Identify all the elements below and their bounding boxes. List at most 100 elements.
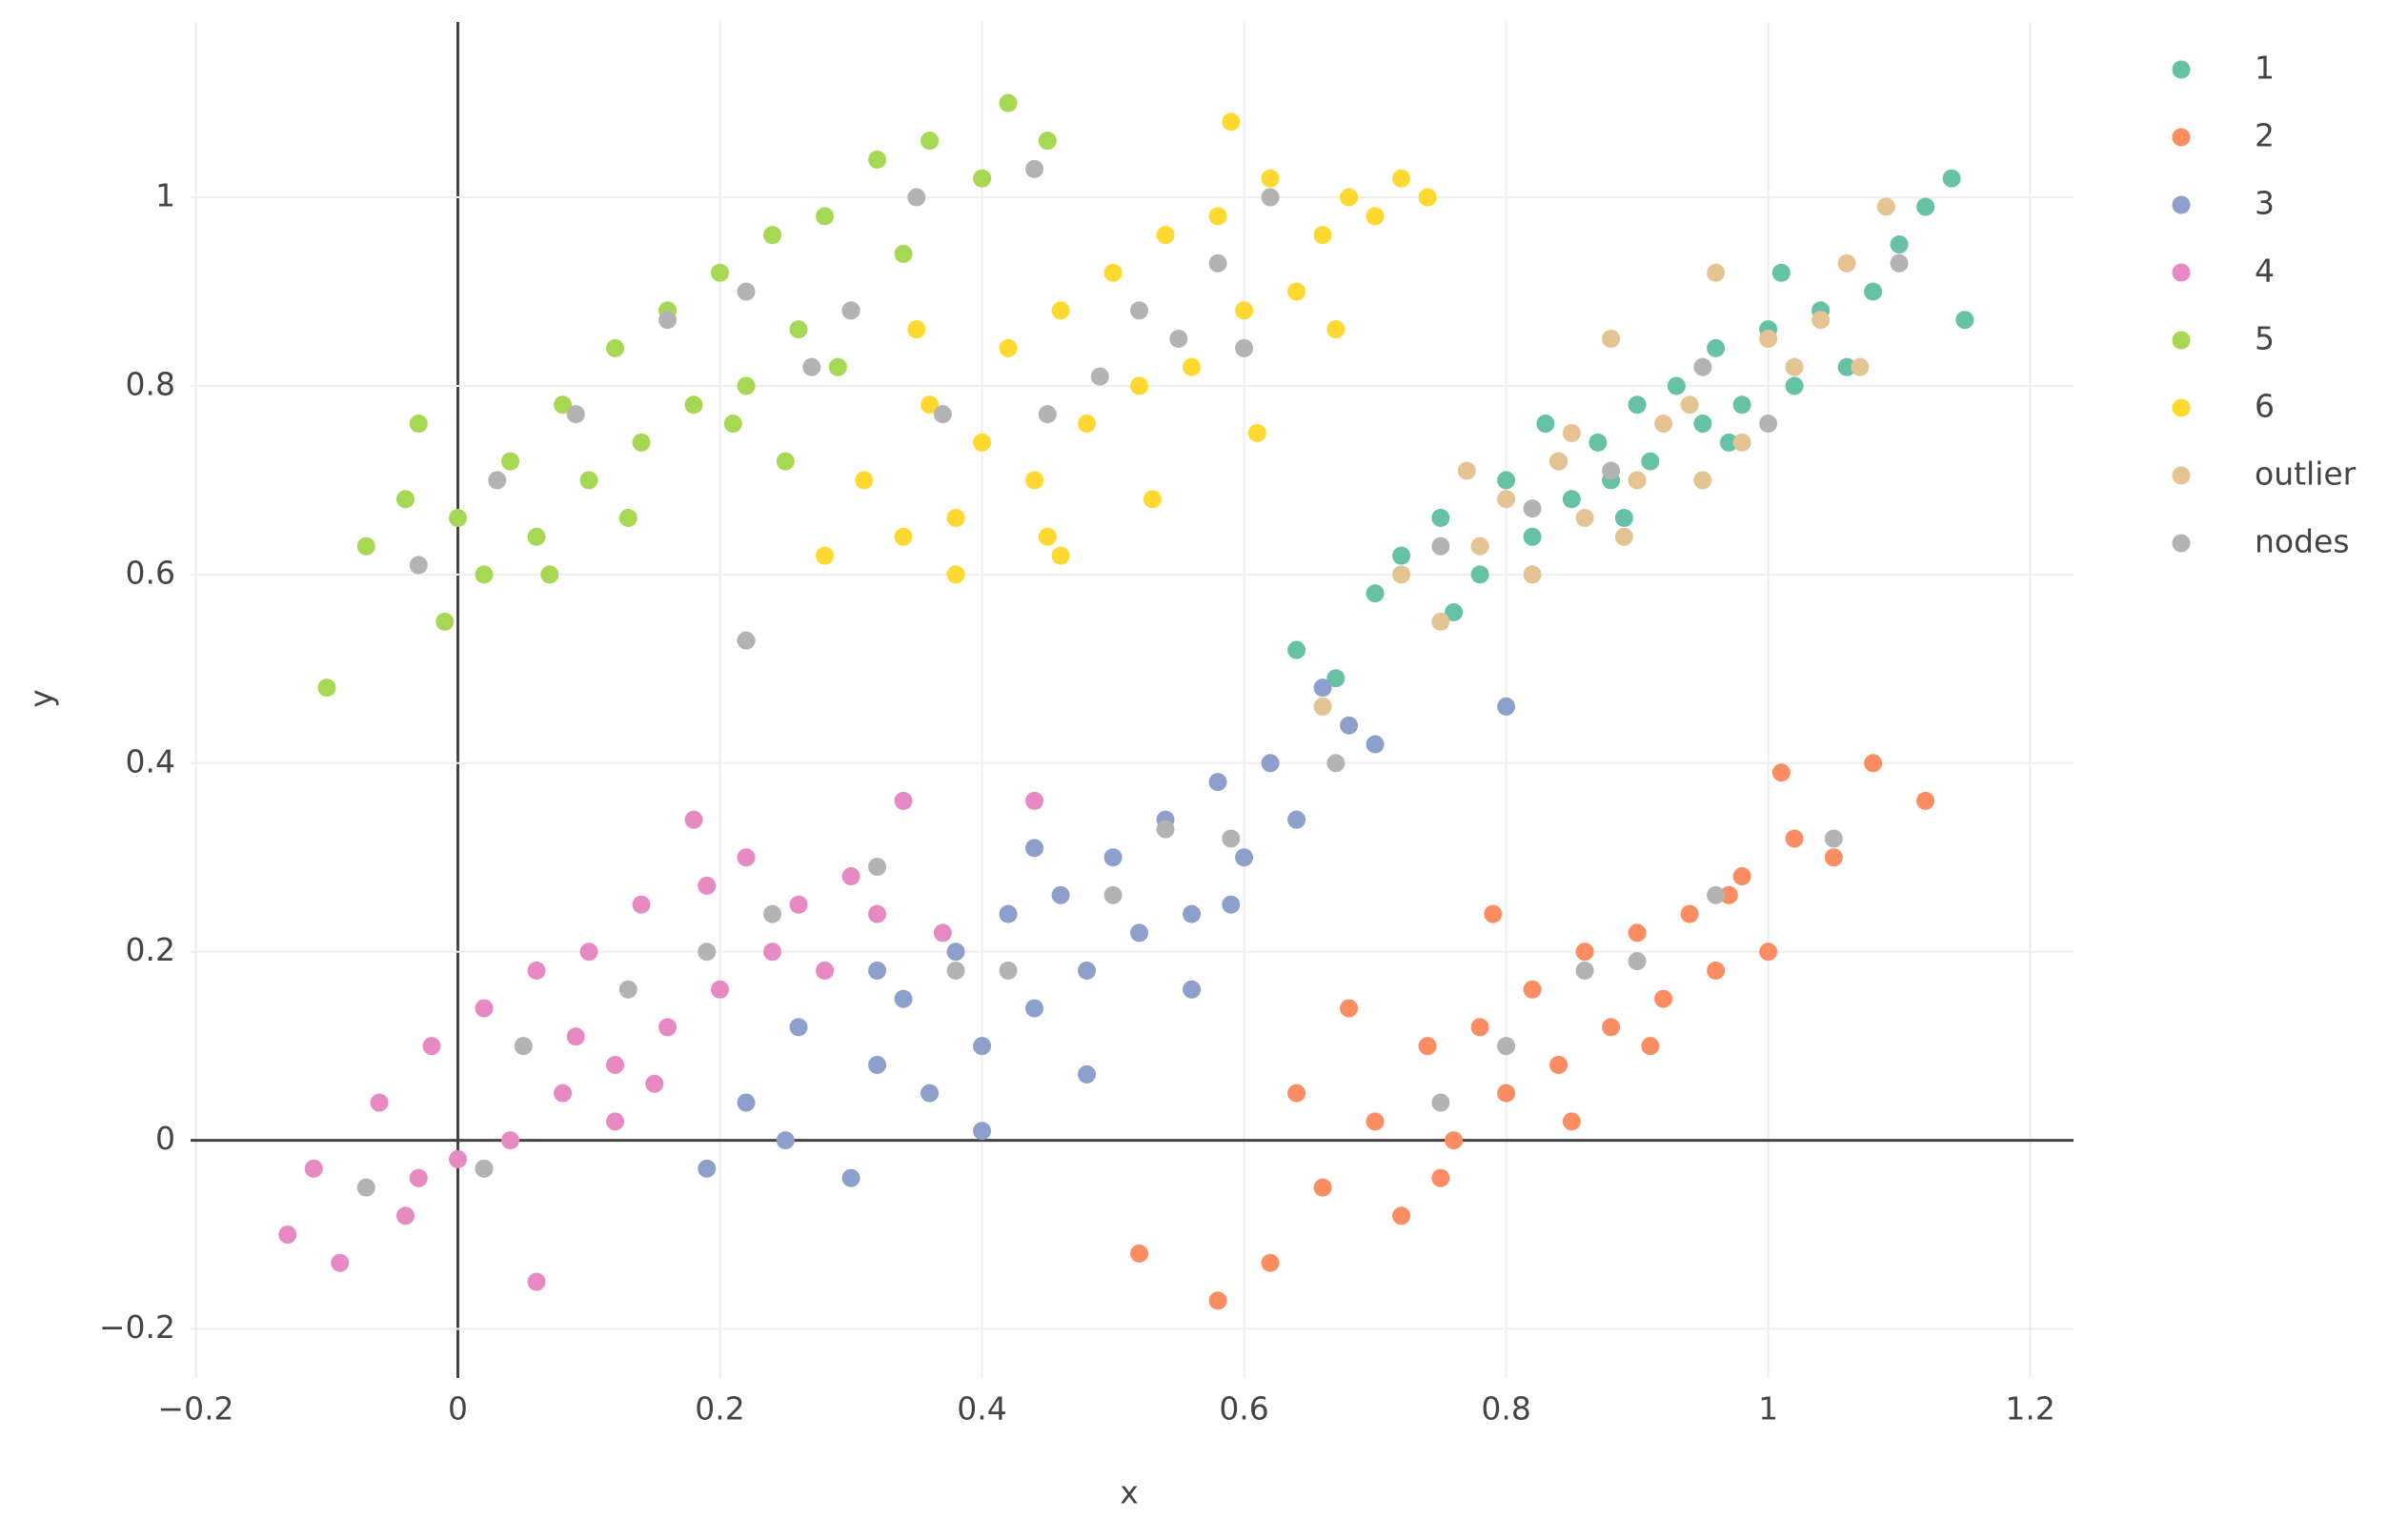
scatter-point: [1759, 415, 1778, 434]
scatter-point: [1143, 490, 1162, 509]
scatter-point: [1916, 197, 1935, 216]
scatter-point: [554, 395, 573, 415]
scatter-point: [1890, 253, 1909, 273]
legend-label[interactable]: 1: [2255, 50, 2275, 87]
scatter-point: [527, 1272, 546, 1291]
scatter-point: [1313, 226, 1332, 245]
scatter-point: [868, 1055, 887, 1074]
scatter-point: [763, 904, 782, 923]
scatter-point: [1785, 357, 1804, 376]
scatter-point: [1824, 829, 1843, 848]
scatter-point: [1169, 329, 1188, 348]
y-tick-label: −0.2: [99, 1308, 175, 1346]
legend-marker[interactable]: [2172, 60, 2191, 79]
scatter-point: [1025, 999, 1044, 1018]
legend-label[interactable]: 3: [2255, 185, 2275, 222]
scatter-point: [1287, 810, 1306, 829]
y-tick-label: 1: [155, 177, 175, 214]
scatter-point: [1366, 1112, 1385, 1131]
scatter-point: [1025, 839, 1044, 858]
legend-marker[interactable]: [2172, 534, 2191, 553]
legend-marker[interactable]: [2172, 263, 2191, 282]
scatter-point: [933, 923, 952, 942]
legend-label[interactable]: outlier: [2255, 456, 2357, 493]
scatter-point: [946, 962, 965, 981]
scatter-point: [1156, 226, 1175, 245]
scatter-point: [475, 565, 494, 584]
scatter-point: [1261, 1253, 1280, 1272]
scatter-point: [1628, 395, 1647, 415]
scatter-point: [1287, 282, 1306, 301]
legend-label[interactable]: nodes: [2255, 523, 2350, 560]
scatter-point: [1418, 1037, 1437, 1056]
scatter-point: [527, 962, 546, 981]
scatter-point: [1707, 962, 1726, 981]
scatter-point: [1785, 829, 1804, 848]
legend-marker[interactable]: [2172, 466, 2191, 485]
scatter-point: [828, 357, 847, 376]
scatter-point: [723, 415, 742, 434]
scatter-point: [1470, 565, 1489, 584]
scatter-point: [1103, 848, 1123, 867]
scatter-point: [1864, 282, 1883, 301]
scatter-point: [606, 1112, 625, 1131]
scatter-point: [1208, 773, 1227, 792]
scatter-point: [1864, 754, 1883, 773]
scatter-point: [1261, 754, 1280, 773]
legend-marker[interactable]: [2172, 398, 2191, 417]
scatter-point: [841, 867, 860, 886]
scatter-point: [946, 509, 965, 528]
scatter-point: [1785, 376, 1804, 395]
scatter-point: [1824, 848, 1843, 867]
scatter-point: [1890, 235, 1909, 254]
scatter-point: [304, 1159, 323, 1178]
scatter-point: [1261, 188, 1280, 207]
scatter-point: [698, 876, 717, 895]
scatter-point: [1366, 735, 1385, 754]
scatter-point: [1942, 169, 1961, 188]
legend-label[interactable]: 4: [2255, 253, 2275, 290]
scatter-point: [1287, 1084, 1306, 1103]
scatter-point: [973, 433, 992, 452]
scatter-point: [1562, 423, 1581, 442]
scatter-point: [1183, 357, 1202, 376]
legend-marker[interactable]: [2172, 331, 2191, 350]
scatter-point: [1103, 263, 1123, 282]
scatter-point: [1693, 471, 1712, 490]
legend-label[interactable]: 5: [2255, 320, 2275, 357]
scatter-point: [566, 1027, 585, 1046]
scatter-point: [579, 471, 598, 490]
scatter-point: [1130, 301, 1149, 320]
scatter-point: [711, 263, 730, 282]
scatter-point: [868, 858, 887, 877]
scatter-point: [501, 452, 520, 471]
scatter-point: [1497, 490, 1516, 509]
scatter-point: [1955, 311, 1974, 330]
legend-label[interactable]: 2: [2255, 117, 2275, 154]
scatter-point: [1837, 357, 1856, 376]
scatter-point: [868, 150, 887, 169]
scatter-point: [396, 1206, 415, 1226]
y-tick-label: 0.2: [126, 931, 175, 968]
legend-marker[interactable]: [2172, 195, 2191, 214]
scatter-point: [1680, 395, 1699, 415]
scatter-point: [1208, 207, 1227, 226]
scatter-point: [1208, 253, 1227, 273]
scatter-point: [645, 1074, 664, 1093]
x-tick-label: 0.8: [1481, 1390, 1530, 1428]
scatter-point: [1654, 989, 1673, 1008]
scatter-point: [606, 338, 625, 357]
scatter-point: [1235, 848, 1254, 867]
scatter-point: [1431, 1093, 1450, 1112]
x-axis-title: x: [1120, 1474, 1139, 1511]
scatter-point: [1628, 923, 1647, 942]
scatter-point: [1340, 999, 1359, 1018]
scatter-point: [684, 810, 703, 829]
legend-label[interactable]: 6: [2255, 388, 2275, 425]
scatter-point: [1771, 263, 1791, 282]
scatter-point: [409, 556, 428, 575]
scatter-point: [1090, 367, 1109, 386]
legend-marker[interactable]: [2172, 128, 2191, 147]
scatter-point: [841, 1168, 860, 1187]
scatter-point: [278, 1226, 297, 1245]
